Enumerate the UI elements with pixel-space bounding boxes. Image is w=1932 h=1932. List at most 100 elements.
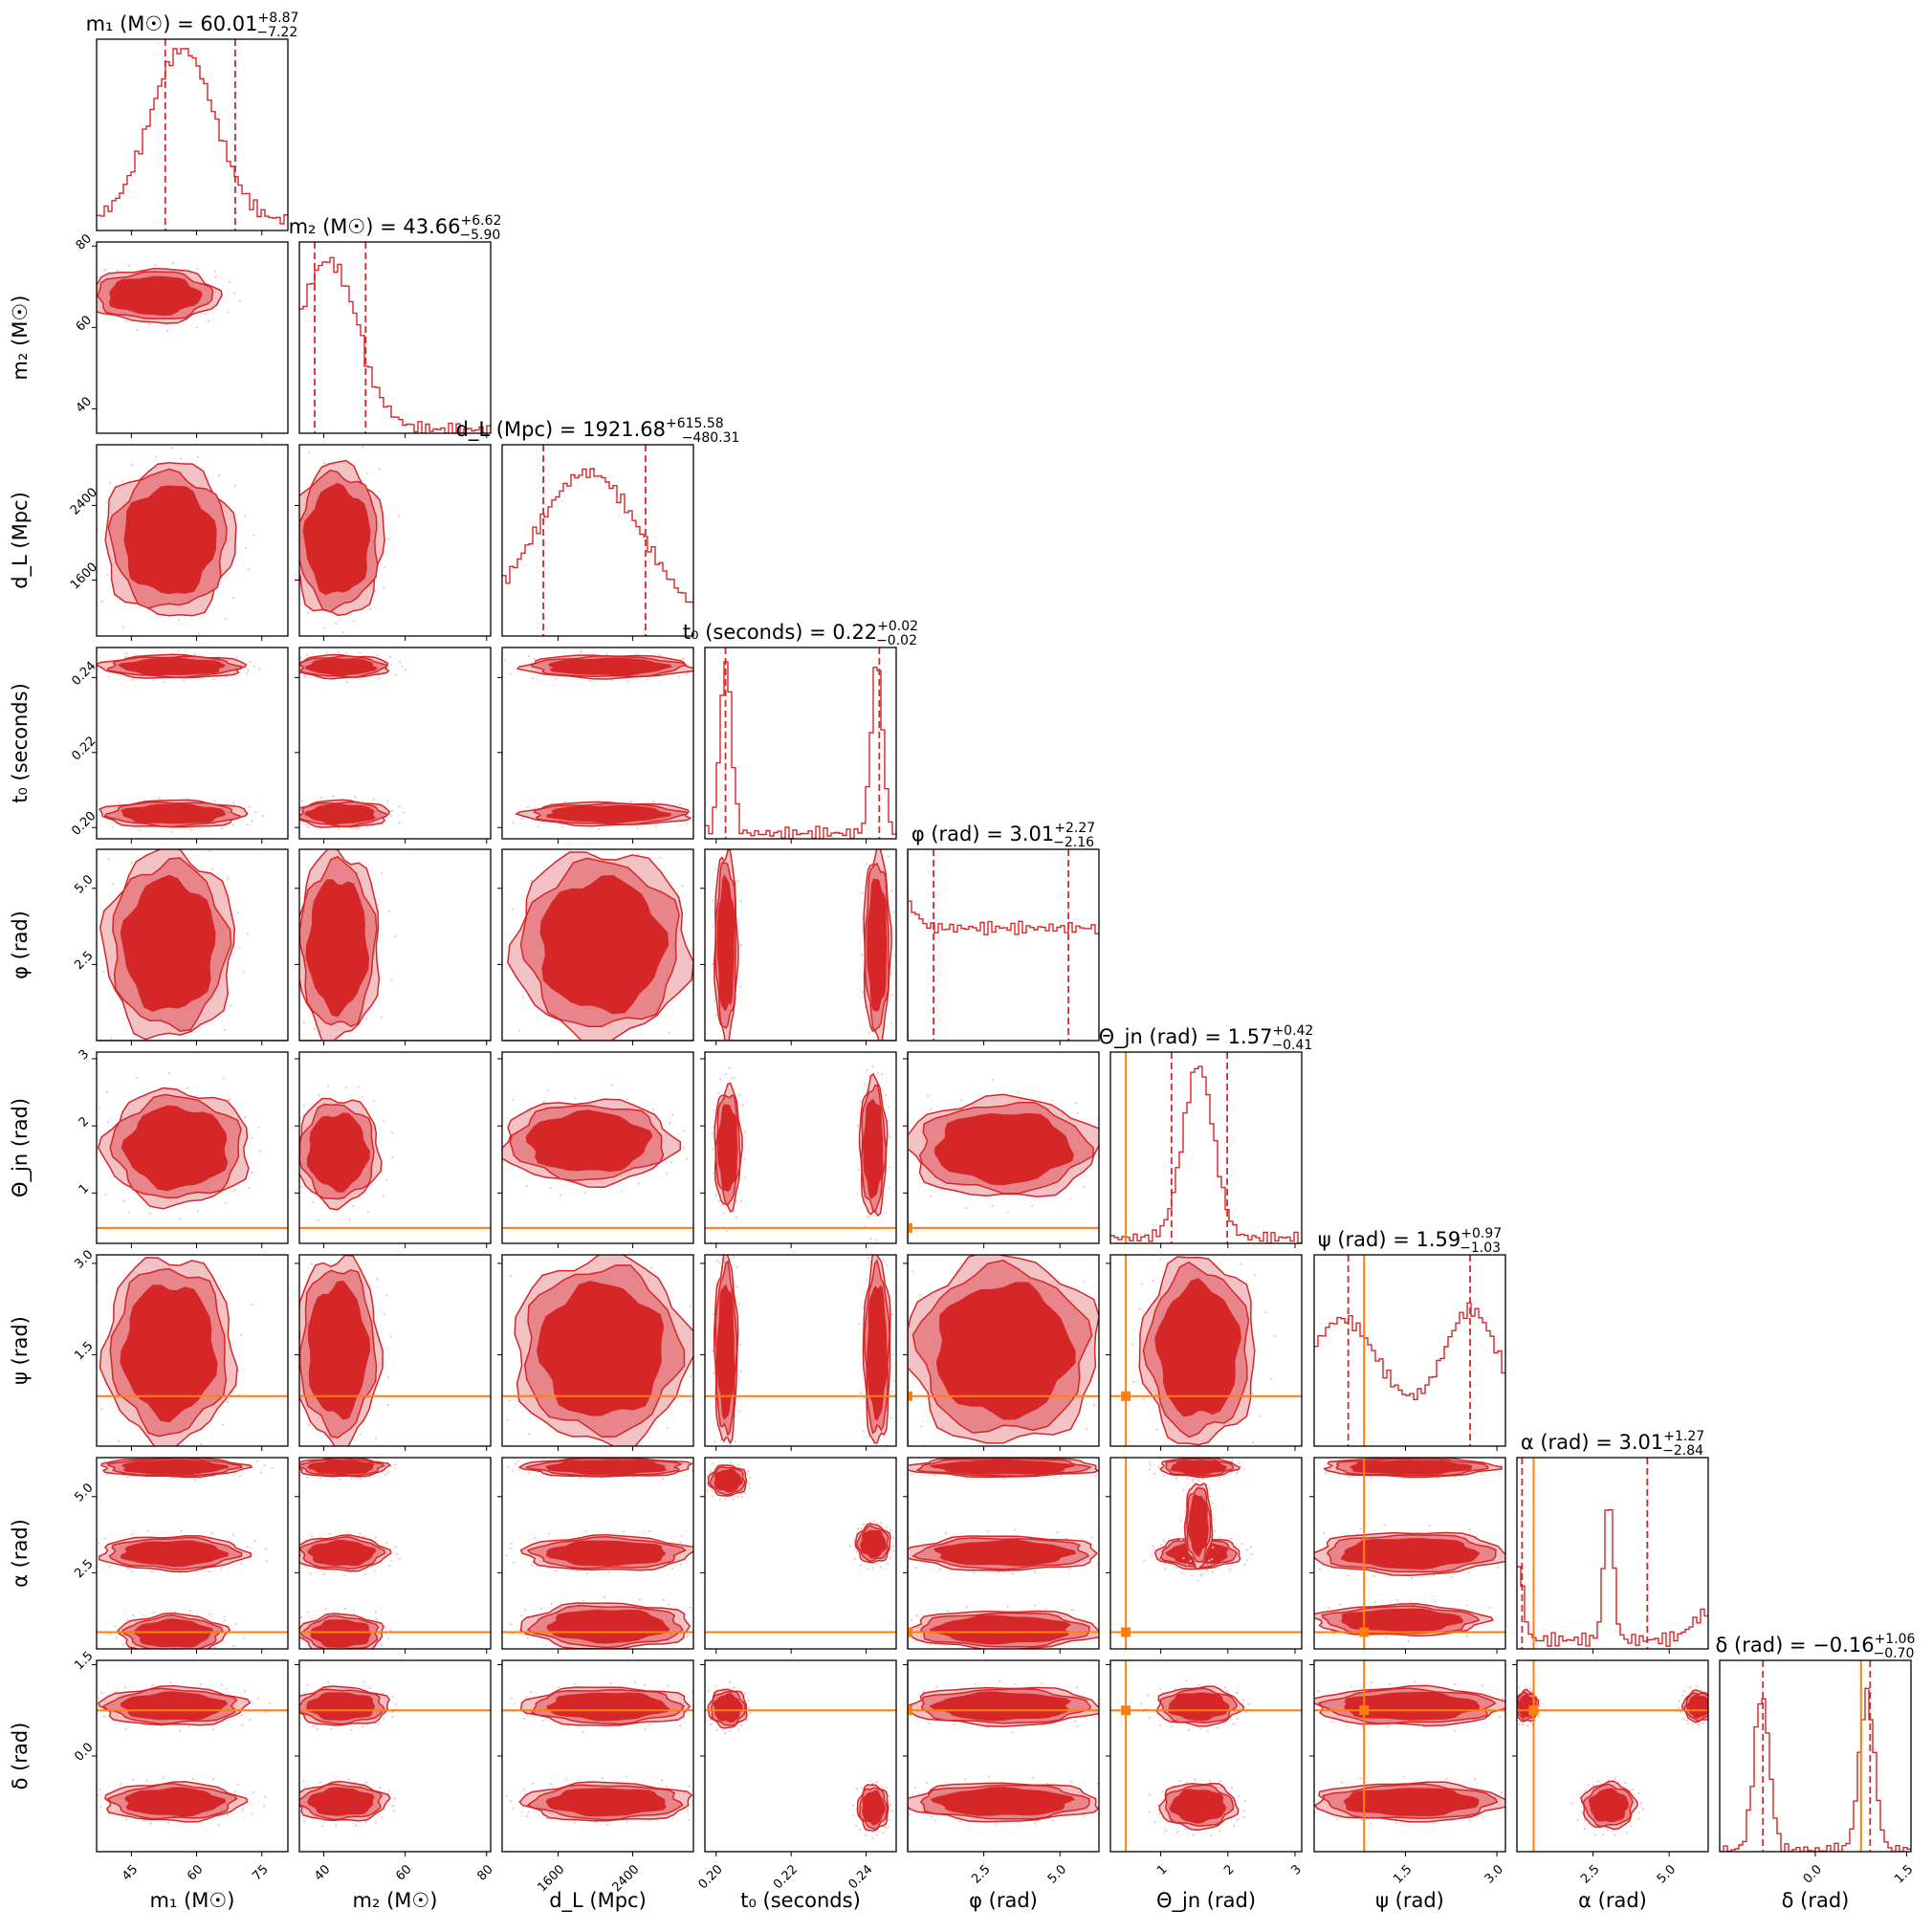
sample-point: [729, 1237, 731, 1239]
sample-point: [299, 1616, 303, 1619]
sample-point: [1082, 1814, 1085, 1817]
contour-1sigma: [117, 657, 226, 676]
sample-point: [211, 867, 214, 870]
sample-point: [513, 1702, 516, 1705]
sample-point: [391, 1710, 394, 1713]
sample-point: [109, 481, 112, 485]
sample-point: [295, 822, 296, 823]
x-tick-label: 80: [474, 1862, 495, 1883]
sample-point: [1437, 1477, 1439, 1480]
panel-frame: [704, 647, 897, 840]
sample-point: [240, 1562, 243, 1565]
sample-point: [289, 1319, 291, 1321]
sample-point: [737, 1303, 741, 1306]
sample-point: [555, 677, 558, 681]
sample-point: [929, 1643, 933, 1646]
sample-point: [264, 1795, 267, 1798]
sample-point: [1488, 1606, 1491, 1609]
panel-frame: [501, 444, 694, 637]
sample-point: [149, 642, 151, 644]
sample-point: [308, 451, 311, 454]
panel-3-2: [497, 647, 694, 844]
contour-1sigma: [548, 657, 672, 676]
sample-point: [558, 1686, 560, 1689]
sample-point: [172, 1054, 174, 1056]
sample-point: [880, 1073, 884, 1076]
y-tick-label: 40: [74, 394, 95, 415]
sample-point: [364, 1820, 367, 1824]
sample-point: [974, 1682, 977, 1685]
sample-point: [1445, 1777, 1448, 1780]
y-tick-label: 3: [77, 1047, 92, 1063]
sample-point: [1158, 1687, 1161, 1690]
sample-point: [100, 1407, 103, 1411]
sample-point: [1518, 1723, 1521, 1726]
panel-7-1: [295, 1457, 492, 1654]
sample-point: [1218, 1780, 1221, 1783]
sample-point: [668, 1031, 670, 1034]
sample-point: [1297, 1565, 1299, 1567]
sample-point: [711, 1350, 714, 1352]
sample-point: [231, 823, 234, 826]
sample-point: [1206, 1570, 1209, 1572]
sample-point: [350, 1728, 353, 1731]
contour-1sigma: [546, 804, 671, 823]
sample-point: [688, 1819, 691, 1822]
sample-point: [1306, 1707, 1307, 1709]
sample-point: [696, 977, 698, 979]
sample-point: [713, 1109, 715, 1112]
sample-point: [583, 1192, 586, 1195]
sample-point: [84, 301, 86, 303]
panel-5-1: [295, 1051, 492, 1248]
sample-point: [279, 1801, 281, 1803]
contour-1sigma: [304, 657, 378, 676]
sample-point: [232, 803, 235, 806]
y-tick-label: 60: [74, 313, 95, 334]
panel-5-3: [700, 1051, 897, 1248]
sample-point: [1192, 1834, 1196, 1837]
panel-8-6: 1.5 3.0: [1306, 1659, 1506, 1887]
sample-point: [884, 1826, 887, 1829]
sample-point: [1218, 1830, 1221, 1833]
sample-point: [749, 1711, 752, 1714]
sample-point: [694, 1003, 696, 1005]
sample-point: [1194, 1778, 1197, 1781]
sample-point: [1104, 1797, 1106, 1799]
sample-point: [910, 1618, 912, 1622]
sample-point: [658, 653, 661, 657]
sample-point: [1197, 1683, 1200, 1686]
sample-point: [1324, 1472, 1328, 1475]
sample-point: [233, 292, 236, 295]
sample-point: [718, 1262, 721, 1264]
sample-point: [230, 1004, 232, 1007]
sample-point: [182, 1658, 184, 1659]
sample-point: [888, 1794, 891, 1797]
sample-point: [365, 1018, 368, 1021]
sample-point: [377, 1458, 380, 1460]
sample-point: [498, 993, 500, 995]
sample-point: [666, 1426, 669, 1429]
contour-1sigma: [929, 1459, 1076, 1475]
sample-point: [162, 1776, 165, 1779]
y-axis-label-6: ψ (rad): [9, 1316, 32, 1385]
sample-point: [248, 805, 252, 808]
sample-point: [1180, 1571, 1183, 1574]
panel-frame: [501, 848, 694, 1042]
sample-point: [546, 1816, 549, 1820]
sample-point: [1240, 1543, 1243, 1546]
histogram-3: [705, 661, 896, 839]
sample-point: [391, 1805, 395, 1808]
sample-point: [394, 673, 397, 676]
panel-8-3: 0.20 0.22 0.24: [696, 1659, 897, 1892]
sample-point: [361, 1725, 363, 1728]
sample-point: [667, 1684, 670, 1688]
x-axis-label-6: ψ (rad): [1375, 1889, 1444, 1912]
sample-point: [1178, 1780, 1181, 1783]
y-axis-label-4: φ (rad): [9, 911, 32, 979]
sample-point: [362, 446, 364, 449]
sample-point: [888, 1463, 889, 1465]
sample-point: [79, 1156, 81, 1158]
sample-point: [527, 654, 531, 658]
sample-point: [1240, 1465, 1242, 1468]
